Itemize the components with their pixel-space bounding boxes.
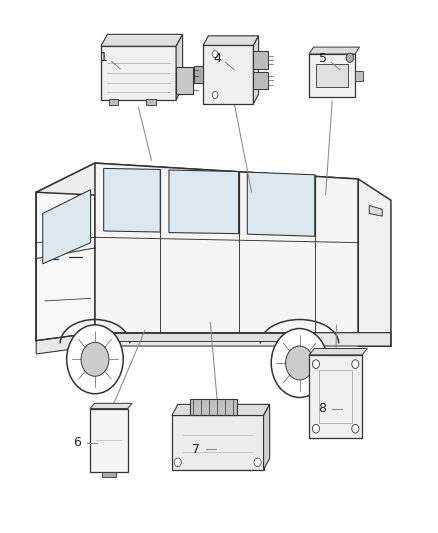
Circle shape (352, 360, 359, 368)
Polygon shape (104, 168, 160, 232)
Bar (109, 99, 118, 106)
Circle shape (312, 424, 319, 433)
Polygon shape (172, 405, 270, 416)
Circle shape (346, 53, 353, 62)
Polygon shape (253, 36, 258, 104)
Polygon shape (172, 416, 264, 470)
Polygon shape (43, 190, 91, 264)
Circle shape (271, 328, 328, 398)
Polygon shape (358, 179, 391, 333)
Polygon shape (169, 170, 239, 233)
Text: 7: 7 (192, 443, 200, 456)
Polygon shape (101, 34, 183, 46)
Polygon shape (90, 403, 132, 409)
Circle shape (312, 360, 319, 368)
Polygon shape (176, 67, 193, 94)
Polygon shape (36, 163, 358, 206)
Text: 1: 1 (100, 51, 108, 63)
Polygon shape (309, 349, 367, 355)
Polygon shape (309, 355, 362, 438)
Polygon shape (190, 399, 237, 416)
Circle shape (174, 458, 181, 467)
Circle shape (67, 325, 123, 394)
Polygon shape (253, 51, 268, 69)
Polygon shape (369, 206, 382, 216)
Polygon shape (253, 71, 268, 89)
Polygon shape (309, 47, 360, 54)
Polygon shape (101, 46, 176, 100)
Polygon shape (264, 405, 270, 470)
Polygon shape (95, 163, 358, 333)
Circle shape (286, 346, 314, 380)
Polygon shape (203, 45, 253, 104)
Circle shape (81, 342, 109, 376)
Polygon shape (194, 66, 203, 83)
Circle shape (352, 424, 359, 433)
Circle shape (212, 51, 218, 58)
Polygon shape (95, 333, 300, 341)
Circle shape (212, 92, 218, 99)
Polygon shape (203, 36, 258, 45)
Text: 6: 6 (74, 436, 81, 449)
Bar (146, 99, 156, 106)
Polygon shape (247, 172, 315, 236)
Polygon shape (317, 64, 348, 87)
Text: 5: 5 (319, 52, 328, 64)
Polygon shape (36, 163, 95, 341)
Text: 8: 8 (318, 402, 327, 415)
Bar (355, 70, 364, 80)
Polygon shape (36, 333, 391, 354)
Polygon shape (176, 34, 183, 100)
Polygon shape (90, 409, 128, 472)
Bar (102, 472, 116, 478)
Circle shape (254, 458, 261, 467)
Text: 4: 4 (214, 52, 222, 64)
Polygon shape (309, 54, 355, 97)
